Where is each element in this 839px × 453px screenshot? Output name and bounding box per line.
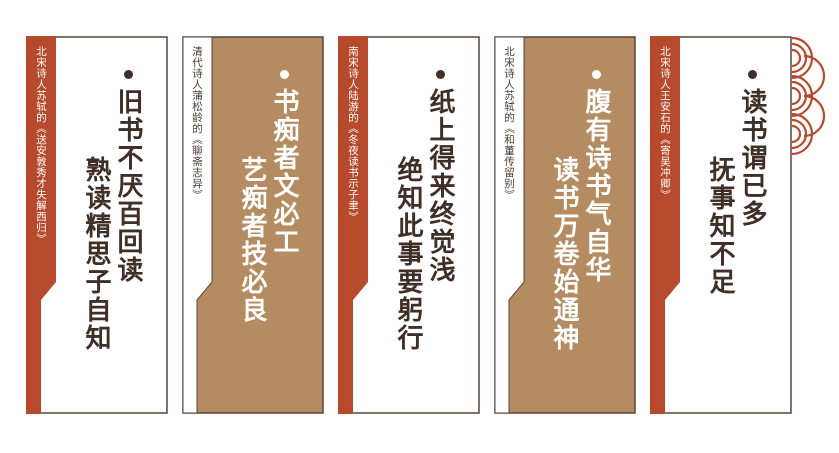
card-frame (650, 36, 792, 414)
quote-line-1: 书痴者文必工 (269, 88, 299, 256)
quote-card-4: 北宋诗人苏轼的《和董传留别》 腹有诗书气自华 读书万卷始通神 (494, 36, 636, 414)
wave-ornament-icon (791, 36, 826, 156)
quote-card-5: 北宋诗人王安石的《寄吴冲卿》 读书谓已多 抚事知不足 (650, 36, 792, 414)
quote-line-2: 熟读精思子自知 (81, 156, 111, 352)
quote-line-2: 绝知此事要躬行 (393, 156, 423, 352)
bullet-dot (592, 70, 601, 79)
quote-line-2: 艺痴者技必良 (237, 156, 267, 324)
card-frame (182, 36, 324, 414)
quote-source: 南宋诗人陆游的《冬夜读书示子聿》 (347, 46, 359, 222)
card-frame (26, 36, 168, 414)
quote-source: 北宋诗人王安石的《寄吴冲卿》 (659, 46, 671, 200)
quote-source: 北宋诗人苏轼的《送安敦秀才失解西归》 (35, 46, 47, 244)
bullet-dot (748, 70, 757, 79)
quote-line-1: 读书谓已多 (737, 88, 767, 228)
bullet-dot (436, 70, 445, 79)
card-frame (338, 36, 480, 414)
quote-line-1: 旧书不厌百回读 (113, 88, 143, 284)
quote-line-2: 抚事知不足 (705, 156, 735, 296)
card-frame (494, 36, 636, 414)
bullet-dot (124, 70, 133, 79)
quote-card-3: 南宋诗人陆游的《冬夜读书示子聿》 纸上得来终觉浅 绝知此事要躬行 (338, 36, 480, 414)
quote-source: 清代诗人蒲松龄的《聊斋志异》 (191, 46, 203, 200)
quote-line-1: 纸上得来终觉浅 (425, 88, 455, 284)
bullet-dot (280, 70, 289, 79)
quote-source: 北宋诗人苏轼的《和董传留别》 (503, 46, 515, 200)
quote-card-1: 北宋诗人苏轼的《送安敦秀才失解西归》 旧书不厌百回读 熟读精思子自知 (26, 36, 168, 414)
quote-line-2: 读书万卷始通神 (549, 156, 579, 352)
quote-line-1: 腹有诗书气自华 (581, 88, 611, 284)
quote-card-2: 清代诗人蒲松龄的《聊斋志异》 书痴者文必工 艺痴者技必良 (182, 36, 324, 414)
